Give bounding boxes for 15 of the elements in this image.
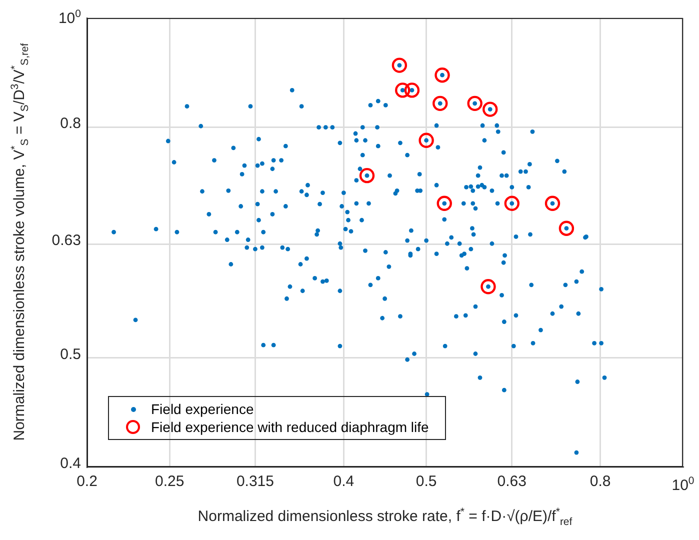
- x-tick-label: 0.2: [76, 473, 98, 490]
- x-tick-label: 0.63: [497, 473, 526, 490]
- y-tick-label: 10$^{0}$: [58, 7, 81, 27]
- x-tick-label: 0.4: [333, 473, 354, 490]
- y-tick-label: 0.5: [60, 346, 81, 363]
- legend-label: Field experience with reduced diaphragm life: [151, 419, 429, 435]
- x-tick-label: 0.315: [236, 473, 274, 490]
- x-tick-label: 0.8: [590, 473, 611, 490]
- x-tick-label: 0.25: [155, 473, 184, 490]
- x-tick-label: 0.5: [416, 473, 437, 490]
- legend-label: Field experience: [151, 401, 254, 417]
- x-tick-label: 10$^{0}$: [672, 474, 694, 494]
- y-tick-label: 0.8: [60, 115, 81, 132]
- y-tick-label: 0.4: [60, 455, 81, 472]
- y-tick-label: 0.63: [52, 232, 81, 250]
